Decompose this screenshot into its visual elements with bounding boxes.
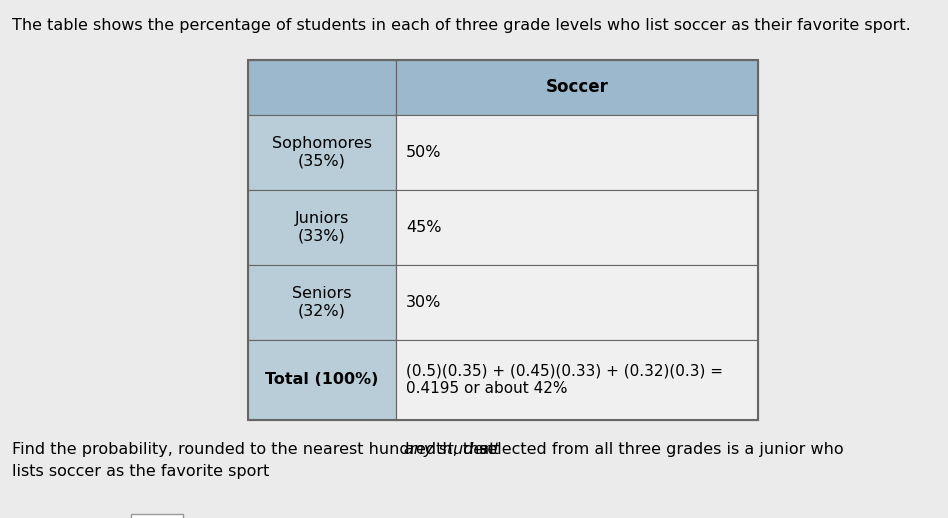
Text: 45%: 45% — [406, 220, 442, 235]
Bar — [248, 60, 758, 420]
Text: Sophomores
(35%): Sophomores (35%) — [272, 136, 372, 169]
Text: 50%: 50% — [406, 145, 442, 160]
Text: Soccer: Soccer — [545, 79, 609, 96]
Bar — [396, 190, 758, 265]
Bar — [248, 115, 396, 190]
Bar — [396, 265, 758, 340]
Bar — [248, 340, 396, 420]
Bar — [396, 340, 758, 420]
Text: selected from all three grades is a junior who: selected from all three grades is a juni… — [474, 442, 844, 457]
Text: Juniors
(33%): Juniors (33%) — [295, 211, 349, 243]
Text: any student: any student — [404, 442, 500, 457]
Text: Total (100%): Total (100%) — [265, 372, 378, 387]
Bar — [132, 514, 183, 518]
Bar — [248, 265, 396, 340]
Text: Find the probability, rounded to the nearest hundredth, that: Find the probability, rounded to the nea… — [12, 442, 501, 457]
Text: The table shows the percentage of students in each of three grade levels who lis: The table shows the percentage of studen… — [12, 18, 911, 33]
Text: Seniors
(32%): Seniors (32%) — [292, 286, 352, 319]
Bar — [396, 115, 758, 190]
Text: 30%: 30% — [406, 295, 442, 310]
Bar — [396, 60, 758, 115]
Bar — [248, 60, 396, 115]
Text: lists soccer as the favorite sport: lists soccer as the favorite sport — [12, 464, 269, 479]
Bar — [248, 190, 396, 265]
Text: (0.5)(0.35) + (0.45)(0.33) + (0.32)(0.3) =
0.4195 or about 42%: (0.5)(0.35) + (0.45)(0.33) + (0.32)(0.3)… — [406, 364, 723, 396]
